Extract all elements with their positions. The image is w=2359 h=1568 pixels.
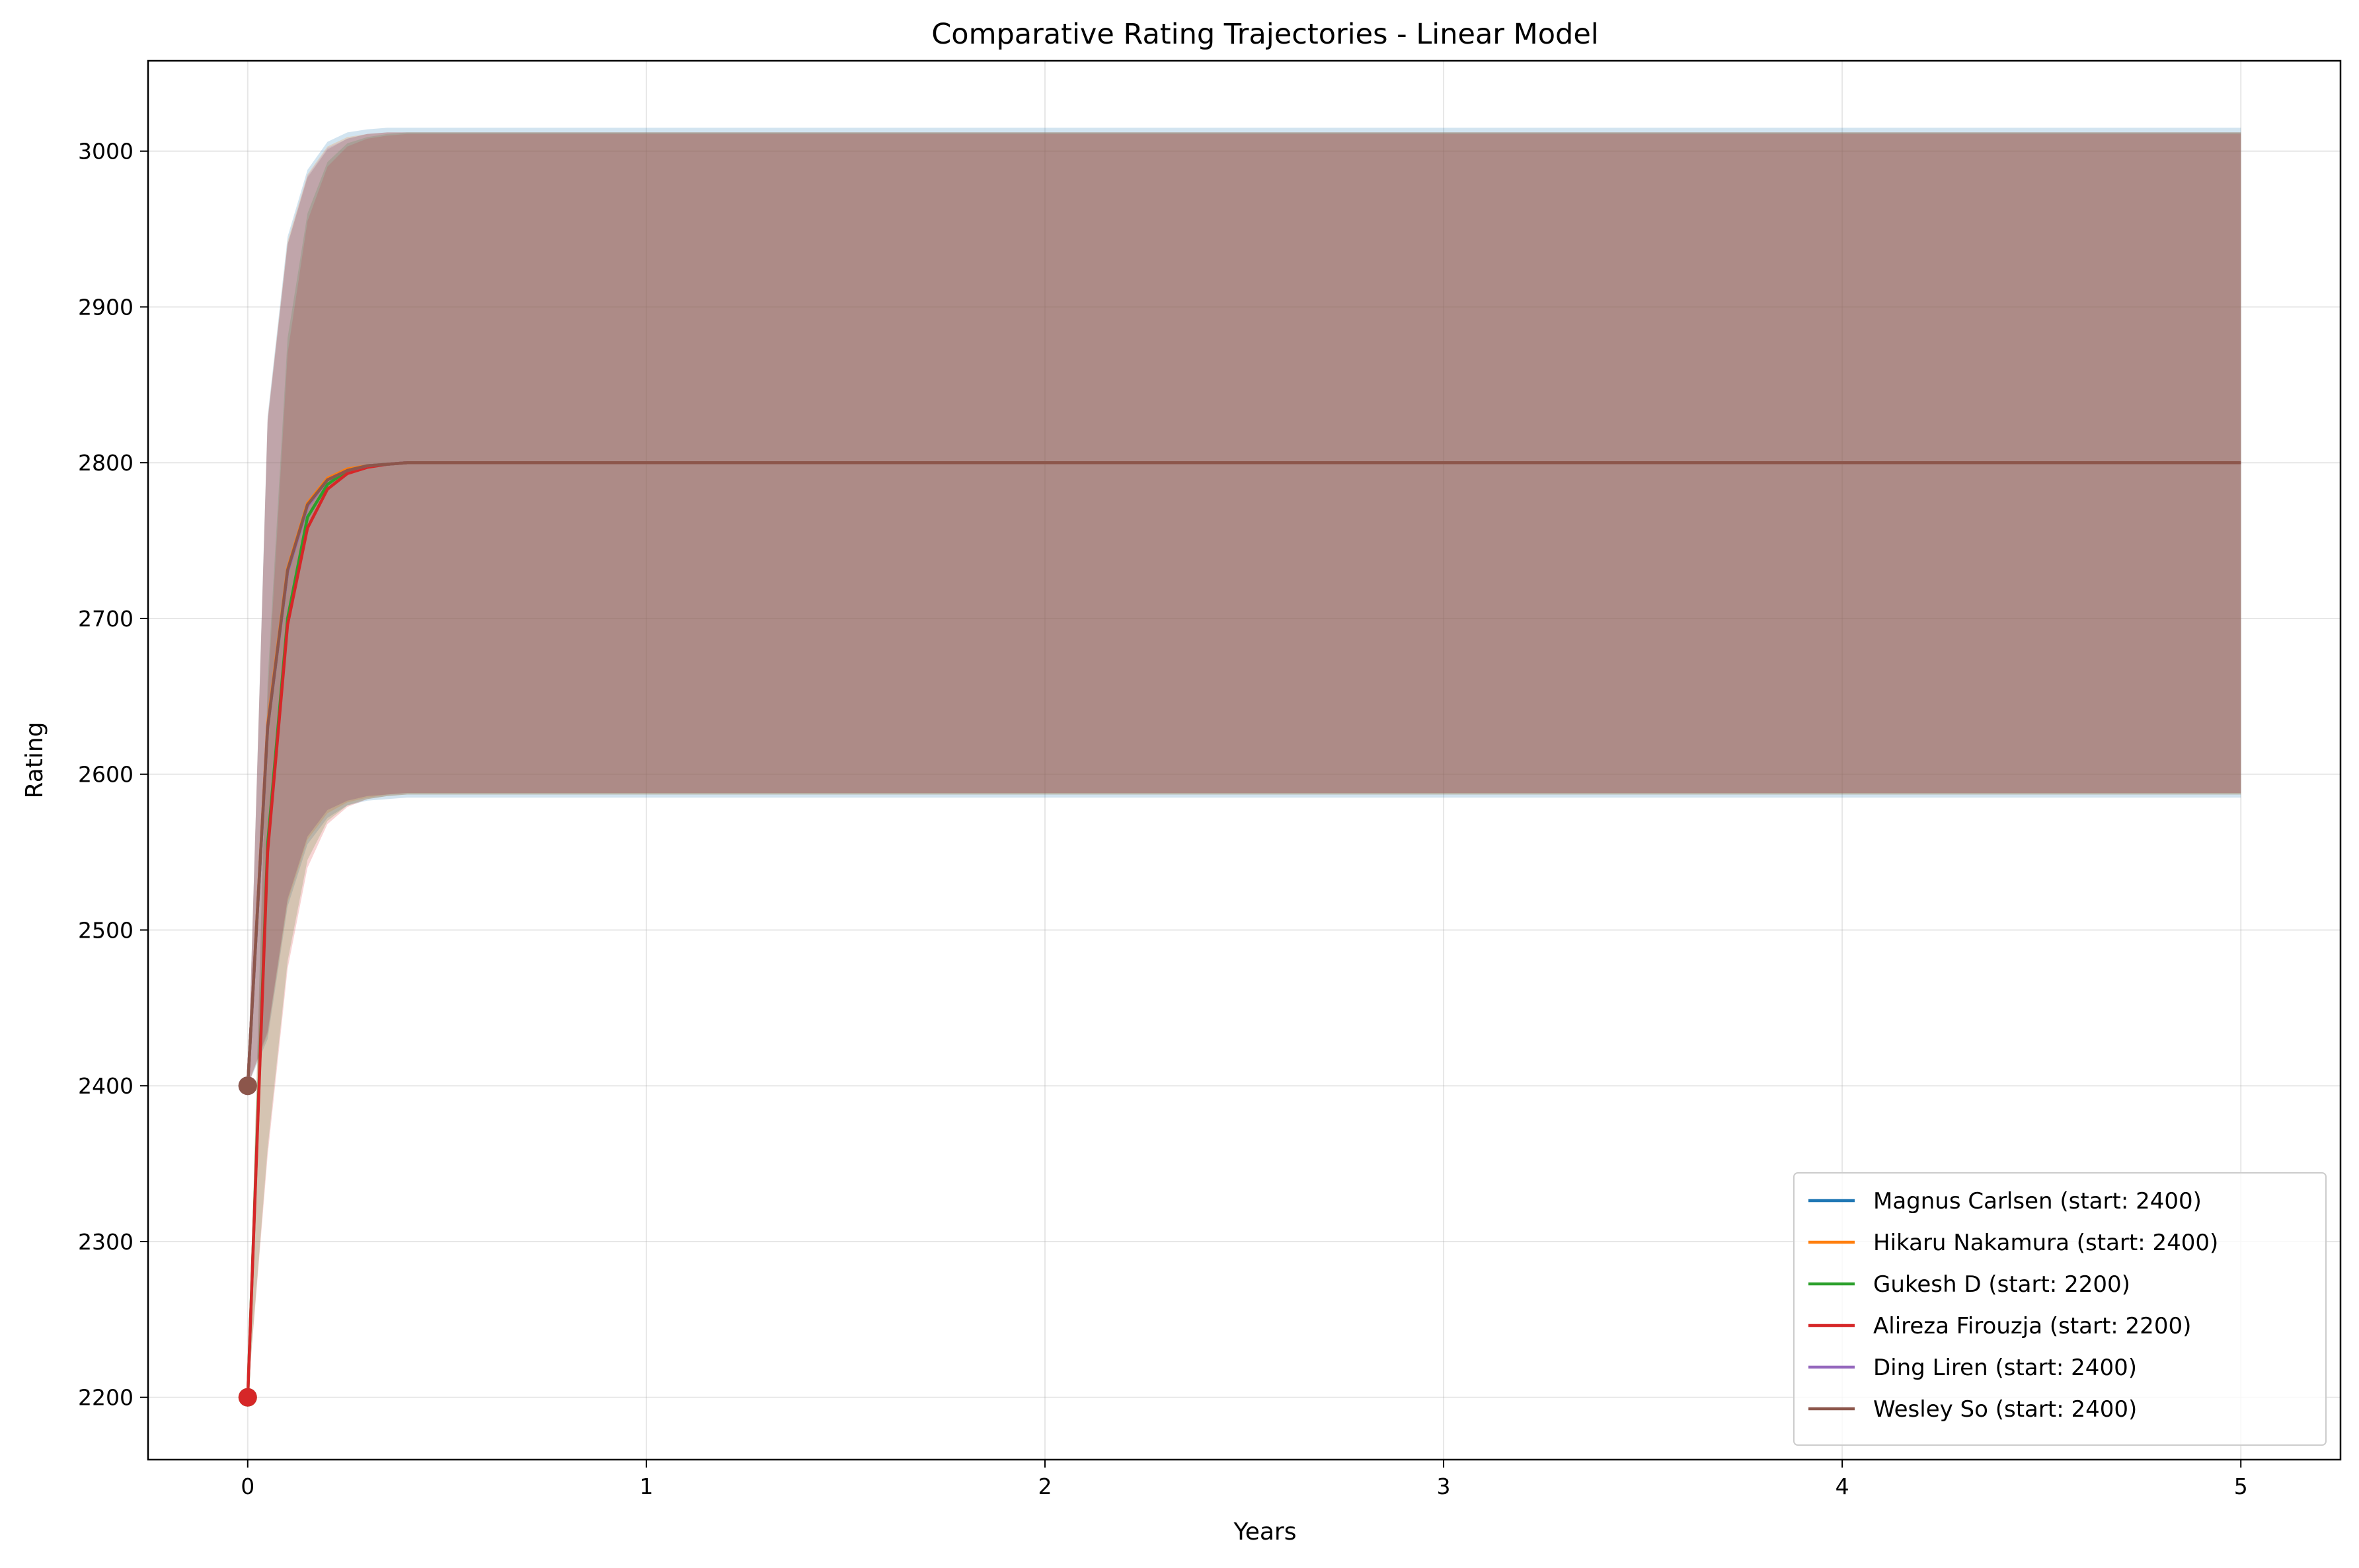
y-tick-label: 2500 (78, 917, 134, 943)
confidence-bands (247, 128, 2241, 1398)
confidence-band (247, 133, 2241, 1398)
chart-title: Comparative Rating Trajectories - Linear… (931, 18, 1599, 51)
x-tick-label: 1 (639, 1474, 653, 1499)
y-tick-label: 2900 (78, 294, 134, 320)
y-tick-label: 2600 (78, 762, 134, 788)
y-tick-label: 2300 (78, 1229, 134, 1255)
axis-ticks: 0 1 2 3 4 5 2200 2300 2400 2500 2600 2700 2800 2900 30… (78, 139, 2248, 1499)
x-axis-title: Years (1233, 1518, 1297, 1546)
plot-area-frame (147, 59, 2342, 1461)
x-tick-label: 3 (1437, 1474, 1451, 1499)
legend-label: Hikaru Nakamura (start: 2400) (1873, 1230, 2218, 1256)
legend-label: Ding Liren (start: 2400) (1873, 1355, 2137, 1381)
series-line (246, 461, 2241, 1086)
legend-frame (1793, 1172, 2327, 1446)
series-lines (246, 461, 2241, 1398)
x-tick-label: 0 (241, 1474, 254, 1499)
confidence-band (247, 132, 2241, 1398)
confidence-band (247, 132, 2241, 1086)
x-tick-label: 4 (1836, 1474, 1849, 1499)
y-tick-label: 3000 (78, 139, 134, 165)
y-tick-label: 2800 (78, 450, 134, 476)
confidence-band (247, 132, 2241, 1086)
legend-label: Alireza Firouzja (start: 2200) (1873, 1313, 2191, 1339)
y-tick-label: 2700 (78, 606, 134, 632)
confidence-band (247, 132, 2241, 1086)
grid (148, 61, 2340, 1460)
start-markers (238, 1076, 257, 1407)
start-point-marker (238, 1076, 257, 1096)
x-tick-label: 2 (1038, 1474, 1052, 1499)
start-point-marker (238, 1388, 257, 1407)
y-tick-label: 2200 (78, 1385, 134, 1411)
x-tick-label: 5 (2234, 1474, 2248, 1499)
legend-label: Gukesh D (start: 2200) (1873, 1271, 2130, 1298)
legend-label: Magnus Carlsen (start: 2400) (1873, 1188, 2202, 1214)
y-tick-label: 2400 (78, 1073, 134, 1099)
legend-label: Wesley So (start: 2400) (1873, 1396, 2137, 1423)
confidence-band (247, 128, 2241, 1086)
y-axis-title: Rating (21, 722, 48, 798)
legend: Magnus Carlsen (start: 2400) Hikaru Nakam… (1793, 1172, 2327, 1446)
